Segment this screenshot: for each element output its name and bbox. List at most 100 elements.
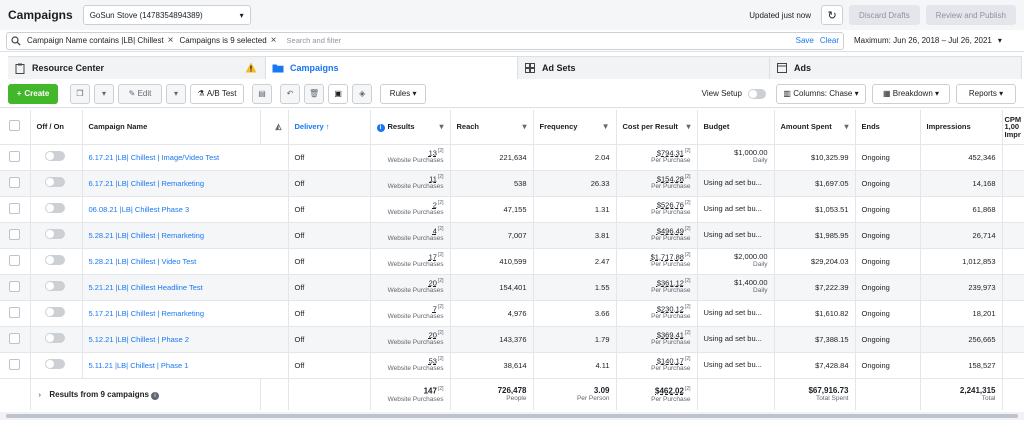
campaign-name-cell[interactable]: 6.17.21 |LB| Chillest | Image/Video Test [82, 144, 289, 171]
row-checkbox-cell[interactable] [0, 326, 31, 353]
results-value[interactable]: 2 [432, 200, 437, 210]
horizontal-scrollbar[interactable] [0, 412, 1024, 420]
cpr-value[interactable]: $369.41 [656, 330, 684, 340]
filter-chip-selected[interactable]: Campaigns is 9 selected × [180, 35, 277, 46]
campaign-name-link[interactable]: 5.12.21 |LB| Chillest | Phase 2 [88, 334, 190, 344]
results-value[interactable]: 13 [428, 148, 437, 158]
cpr-value[interactable]: $230.12 [656, 304, 684, 314]
undo-button[interactable]: ↶ [280, 83, 300, 104]
delete-button[interactable]: 🗑 [304, 83, 325, 104]
cpr-value[interactable]: $794.31 [656, 148, 684, 158]
clear-filter-link[interactable]: Clear [819, 36, 839, 45]
cpr-value[interactable]: $496.49 [656, 226, 684, 236]
campaign-name-cell[interactable]: 5.28.21 |LB| Chillest | Video Test [82, 248, 289, 275]
campaign-toggle[interactable] [44, 281, 65, 291]
table-row[interactable]: 06.08.21 |LB| Chillest Phase 3 Off 2[2] Web… [0, 196, 1024, 223]
campaign-toggle[interactable] [44, 151, 65, 161]
row-checkbox[interactable] [9, 176, 21, 188]
row-checkbox-cell[interactable] [0, 170, 31, 197]
column-header-resize[interactable]: ◭ [260, 110, 289, 145]
select-all-checkbox-cell[interactable] [0, 110, 31, 145]
campaign-name-link[interactable]: 6.17.21 |LB| Chillest | Remarketing [88, 178, 205, 188]
results-value[interactable]: 20 [428, 278, 437, 288]
select-all-checkbox[interactable] [9, 120, 21, 132]
campaign-name-cell[interactable]: 5.28.21 |LB| Chillest | Remarketing [82, 222, 289, 249]
campaign-name-link[interactable]: 6.17.21 |LB| Chillest | Image/Video Test [88, 152, 220, 162]
column-header-campaign-name[interactable]: Campaign Name [82, 110, 261, 145]
breakdown-button[interactable]: ▦ Breakdown ▾ [872, 83, 950, 104]
table-row[interactable]: 5.17.21 |LB| Chillest | Remarketing Off 7[… [0, 300, 1024, 327]
campaign-name-link[interactable]: 06.08.21 |LB| Chillest Phase 3 [88, 204, 190, 214]
row-toggle-cell[interactable] [30, 196, 83, 223]
column-header-cost-per-result[interactable]: Cost per Result ▾ [616, 110, 698, 145]
column-header-impressions[interactable]: Impressions [920, 110, 1003, 145]
tab-ad-sets[interactable]: Ad Sets [518, 56, 770, 79]
results-value[interactable]: 53 [428, 356, 437, 366]
table-row[interactable]: 6.17.21 |LB| Chillest | Image/Video Test… [0, 144, 1024, 171]
campaign-name-cell[interactable]: 5.12.21 |LB| Chillest | Phase 2 [82, 326, 289, 353]
column-header-ends[interactable]: Ends [855, 110, 921, 145]
create-button[interactable]: + Create [8, 83, 58, 104]
close-icon[interactable]: × [167, 35, 174, 46]
row-checkbox-cell[interactable] [0, 274, 31, 301]
campaign-toggle[interactable] [44, 229, 65, 239]
edit-menu-button[interactable]: ▾ [166, 83, 186, 104]
tag-button[interactable]: ◈ [352, 83, 373, 104]
view-setup-toggle[interactable] [748, 88, 766, 99]
columns-button[interactable]: ▥ Columns: Chase ▾ [776, 83, 866, 104]
campaign-name-cell[interactable]: 06.08.21 |LB| Chillest Phase 3 [82, 196, 289, 223]
table-row[interactable]: 5.12.21 |LB| Chillest | Phase 2 Off 20[2] W… [0, 326, 1024, 353]
campaign-toggle[interactable] [44, 255, 65, 265]
campaign-name-cell[interactable]: 5.11.21 |LB| Chillest | Phase 1 [82, 352, 289, 379]
campaign-name-link[interactable]: 5.28.21 |LB| Chillest | Remarketing [88, 230, 205, 240]
row-checkbox[interactable] [9, 280, 21, 292]
cpr-value[interactable]: $154.28 [656, 174, 684, 184]
table-row[interactable]: 6.17.21 |LB| Chillest | Remarketing Off 11… [0, 170, 1024, 197]
row-checkbox-cell[interactable] [0, 352, 31, 379]
row-toggle-cell[interactable] [30, 222, 83, 249]
row-checkbox-cell[interactable] [0, 222, 31, 249]
row-toggle-cell[interactable] [30, 144, 83, 171]
row-toggle-cell[interactable] [30, 300, 83, 327]
row-checkbox[interactable] [9, 228, 21, 240]
campaign-toggle[interactable] [44, 359, 65, 369]
close-icon[interactable]: × [270, 35, 277, 46]
column-header-budget[interactable]: Budget [697, 110, 775, 145]
results-value[interactable]: 7 [432, 304, 437, 314]
column-header-cpm[interactable]: CPM 1,00 Impr [1002, 110, 1024, 145]
campaign-name-link[interactable]: 5.28.21 |LB| Chillest | Video Test [88, 256, 197, 266]
results-value[interactable]: 11 [429, 174, 437, 184]
table-row[interactable]: 5.28.21 |LB| Chillest | Video Test Off 17[… [0, 248, 1024, 275]
preview-button[interactable]: ▣ [328, 83, 349, 104]
table-row[interactable]: 5.21.21 |LB| Chillest Headline Test Off 20… [0, 274, 1024, 301]
duplicate-menu-button[interactable]: ▾ [94, 83, 114, 104]
campaign-name-cell[interactable]: 6.17.21 |LB| Chillest | Remarketing [82, 170, 289, 197]
tab-resource-center[interactable]: Resource Center [8, 56, 266, 79]
campaign-toggle[interactable] [44, 203, 65, 213]
row-checkbox[interactable] [9, 358, 21, 370]
account-selector[interactable]: GoSun Stove (1478354894389) ▾ [82, 5, 251, 25]
row-toggle-cell[interactable] [30, 274, 83, 301]
campaign-name-cell[interactable]: 5.21.21 |LB| Chillest Headline Test [82, 274, 289, 301]
campaign-name-link[interactable]: 5.17.21 |LB| Chillest | Remarketing [88, 308, 205, 318]
archive-button[interactable]: ▤ [252, 83, 272, 104]
ab-test-button[interactable]: ⚗ A/B Test [190, 83, 244, 104]
table-row[interactable]: 5.28.21 |LB| Chillest | Remarketing Off 4[… [0, 222, 1024, 249]
edit-button[interactable]: ✎ Edit [118, 83, 162, 104]
row-checkbox-cell[interactable] [0, 248, 31, 275]
filter-chip-name[interactable]: Campaign Name contains |LB| Chillest × [27, 35, 174, 46]
refresh-button[interactable]: ↻ [821, 5, 844, 25]
campaign-toggle[interactable] [44, 177, 65, 187]
column-header-amount-spent[interactable]: Amount Spent ▾ [774, 110, 856, 145]
campaign-toggle[interactable] [44, 333, 65, 343]
column-header-onoff[interactable]: Off / On [30, 110, 83, 145]
rules-button[interactable]: Rules ▾ [380, 83, 427, 104]
row-checkbox[interactable] [9, 202, 21, 214]
tab-ads[interactable]: Ads [770, 56, 1022, 79]
discard-drafts-button[interactable]: Discard Drafts [849, 5, 920, 25]
row-checkbox[interactable] [9, 150, 21, 162]
row-checkbox-cell[interactable] [0, 144, 31, 171]
results-value[interactable]: 4 [432, 226, 437, 236]
row-checkbox-cell[interactable] [0, 300, 31, 327]
table-row[interactable]: 5.11.21 |LB| Chillest | Phase 1 Off 53[2] W… [0, 352, 1024, 379]
